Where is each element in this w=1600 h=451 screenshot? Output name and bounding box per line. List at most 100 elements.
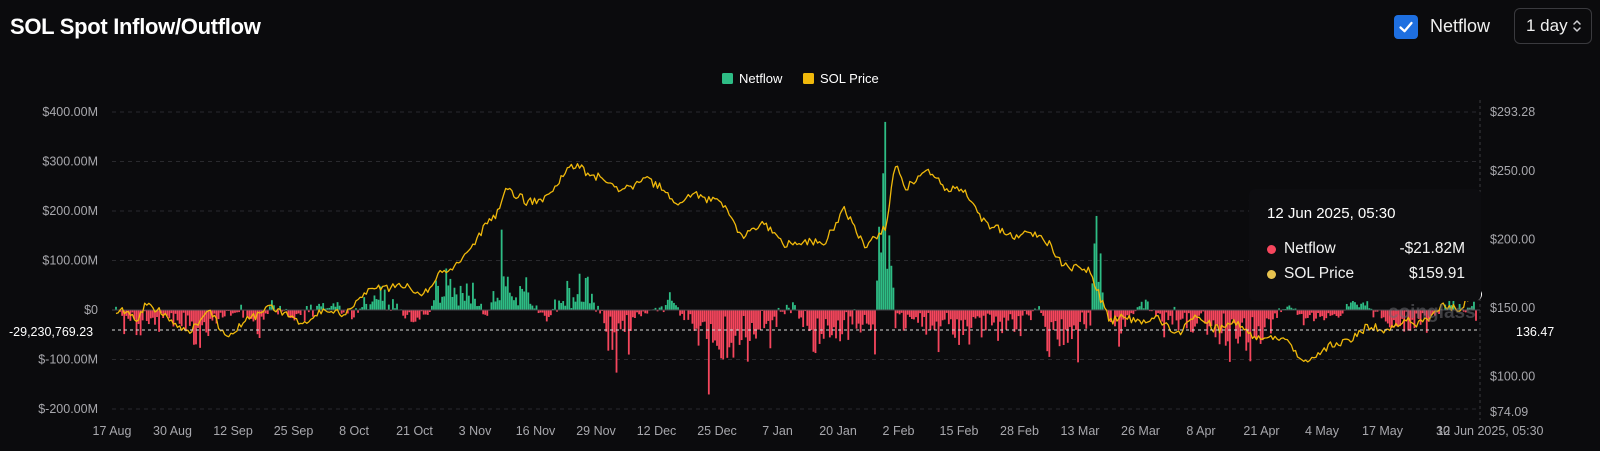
netflow-bar bbox=[500, 229, 503, 310]
netflow-bar bbox=[164, 310, 167, 315]
netflow-bar bbox=[1335, 310, 1338, 316]
right-tick-label: $100.00 bbox=[1490, 370, 1535, 384]
netflow-bar bbox=[1073, 310, 1075, 326]
netflow-bar bbox=[1159, 310, 1162, 314]
netflow-bar bbox=[1237, 310, 1239, 344]
netflow-bar bbox=[1292, 308, 1295, 310]
netflow-bar bbox=[753, 310, 755, 335]
netflow-bar bbox=[773, 310, 776, 317]
price-line-path bbox=[115, 163, 1477, 363]
netflow-bar bbox=[1142, 308, 1145, 310]
x-tick-label: 25 Sep bbox=[274, 424, 314, 438]
netflow-bar bbox=[1083, 310, 1086, 325]
netflow-bar bbox=[174, 310, 177, 314]
netflow-bar bbox=[1286, 306, 1289, 310]
netflow-bar bbox=[1032, 310, 1034, 312]
netflow-bar bbox=[972, 310, 975, 318]
netflow-bar bbox=[266, 310, 269, 315]
netflow-bar bbox=[554, 299, 556, 310]
left-tick-label: $0 bbox=[84, 303, 98, 317]
netflow-bar bbox=[978, 310, 981, 318]
x-tick-label: 12 Dec bbox=[637, 424, 677, 438]
netflow-bar bbox=[728, 310, 731, 348]
netflow-bar bbox=[215, 310, 218, 324]
netflow-bar bbox=[1027, 310, 1030, 316]
netflow-bar bbox=[640, 310, 643, 317]
netflow-bar bbox=[371, 301, 374, 310]
netflow-checkbox-label[interactable]: Netflow bbox=[1430, 16, 1491, 36]
netflow-bar bbox=[264, 310, 267, 314]
netflow-bar bbox=[1066, 310, 1069, 343]
netflow-bar bbox=[180, 310, 183, 327]
netflow-bar bbox=[172, 310, 175, 327]
netflow-bar bbox=[549, 310, 552, 316]
netflow-bar bbox=[898, 310, 901, 315]
netflow-bar bbox=[927, 310, 930, 313]
netflow-bar bbox=[699, 310, 702, 326]
netflow-bar bbox=[919, 310, 922, 314]
netflow-bar bbox=[416, 310, 419, 318]
netflow-bar bbox=[543, 310, 546, 316]
x-tick-label: 2 Feb bbox=[883, 424, 915, 438]
left-tick-label: $200.00M bbox=[42, 204, 98, 218]
netflow-bar bbox=[338, 305, 341, 310]
netflow-bar bbox=[1075, 310, 1077, 330]
netflow-bar bbox=[1263, 310, 1266, 328]
netflow-bar bbox=[730, 310, 733, 343]
netflow-bar bbox=[420, 310, 423, 312]
netflow-bar bbox=[539, 310, 542, 313]
netflow-bar bbox=[1077, 310, 1079, 363]
netflow-bar bbox=[613, 310, 616, 333]
netflow-bar bbox=[1425, 310, 1428, 333]
netflow-bar bbox=[931, 310, 934, 326]
netflow-bar bbox=[818, 310, 821, 344]
x-tick-label: 25 Dec bbox=[697, 424, 737, 438]
netflow-bar bbox=[1261, 310, 1264, 341]
netflow-bar bbox=[775, 310, 778, 327]
netflow-bar bbox=[547, 310, 550, 317]
netflow-bar bbox=[369, 304, 372, 310]
netflow-bar bbox=[1052, 310, 1055, 331]
right-tick-label: $293.28 bbox=[1490, 105, 1535, 119]
tooltip-label: Netflow bbox=[1284, 240, 1336, 257]
netflow-bar bbox=[268, 306, 271, 310]
netflow-bar bbox=[430, 305, 433, 310]
netflow-bar bbox=[664, 304, 667, 310]
netflow-bar bbox=[467, 295, 470, 310]
netflow-bar bbox=[515, 297, 517, 310]
netflow-bar bbox=[285, 308, 288, 310]
netflow-bar bbox=[812, 310, 815, 352]
netflow-bar bbox=[137, 310, 140, 324]
netflow-bar bbox=[410, 310, 413, 322]
netflow-bar bbox=[966, 310, 969, 327]
netflow-bar bbox=[970, 310, 973, 328]
netflow-bar bbox=[326, 308, 329, 310]
netflow-bar bbox=[560, 302, 563, 310]
netflow-bar bbox=[968, 310, 971, 345]
netflow-bar bbox=[295, 310, 298, 315]
netflow-bar bbox=[878, 226, 880, 310]
netflow-checkbox[interactable] bbox=[1394, 15, 1418, 39]
netflow-bar bbox=[168, 310, 171, 319]
netflow-bar bbox=[176, 310, 179, 321]
netflow-bar bbox=[627, 310, 630, 355]
interval-select[interactable]: 1 day bbox=[1514, 8, 1592, 44]
netflow-bar bbox=[322, 303, 325, 310]
netflow-bar bbox=[195, 310, 197, 345]
netflow-bar bbox=[1290, 307, 1293, 310]
netflow-bar bbox=[820, 310, 823, 334]
netflow-bar bbox=[309, 304, 312, 310]
netflow-bar bbox=[609, 310, 612, 317]
netflow-bar bbox=[363, 297, 366, 310]
netflow-bar bbox=[350, 310, 353, 320]
netflow-bar bbox=[837, 310, 839, 321]
netflow-bar bbox=[1417, 310, 1420, 319]
netflow-bar bbox=[949, 310, 952, 320]
netflow-bar bbox=[874, 310, 876, 355]
netflow-bar bbox=[789, 310, 792, 314]
netflow-bar bbox=[166, 310, 169, 316]
netflow-bar bbox=[750, 310, 753, 323]
netflow-bar bbox=[1366, 301, 1369, 310]
netflow-bar bbox=[443, 296, 446, 310]
netflow-bar bbox=[435, 280, 437, 310]
